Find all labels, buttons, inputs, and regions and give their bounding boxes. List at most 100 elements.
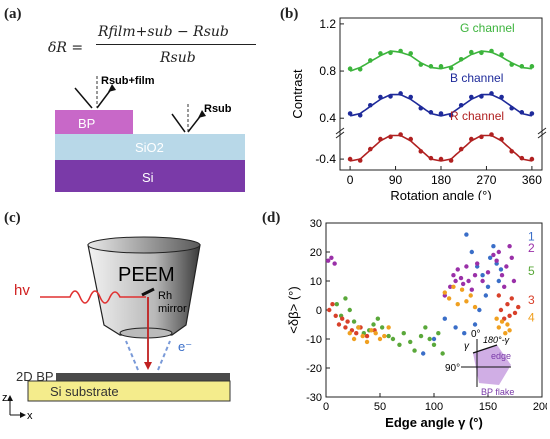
data-point [408, 94, 413, 100]
data-point [462, 331, 467, 336]
sio2-label: SiO2 [135, 140, 164, 155]
hv-label: hv [14, 282, 30, 299]
data-point [496, 293, 501, 298]
data-point [347, 331, 352, 336]
data-point [431, 342, 437, 347]
x-tick-label: 50 [374, 401, 386, 413]
y-tick-label: 0.8 [319, 64, 336, 78]
data-point [334, 302, 339, 307]
z-label: z [2, 392, 8, 404]
series-fit-line [349, 93, 533, 117]
si-label: Si [142, 170, 154, 185]
data-point [448, 65, 454, 71]
data-point [332, 261, 337, 266]
data-point [505, 302, 510, 307]
data-point [386, 325, 391, 330]
data-point [343, 325, 348, 330]
series-fit-line [349, 50, 532, 72]
data-point [327, 307, 332, 313]
electron-label: e⁻ [178, 339, 192, 354]
data-point [446, 296, 452, 301]
data-point [475, 261, 480, 266]
data-point [436, 331, 441, 336]
formula-denominator: Rsub [160, 50, 196, 66]
y-tick-label: -20 [306, 363, 322, 375]
reflect-arrowhead-right [198, 110, 206, 118]
data-point [499, 94, 504, 100]
data-point [368, 146, 373, 152]
data-point [489, 48, 494, 54]
data-point [483, 293, 489, 298]
data-point [509, 149, 514, 154]
data-point [469, 249, 474, 255]
data-point [529, 64, 535, 69]
data-point [487, 255, 493, 260]
data-point [421, 351, 426, 356]
y-tick-label: 0 [316, 305, 322, 317]
axis-break-mark [537, 127, 547, 135]
data-point [507, 313, 512, 318]
data-point [519, 110, 525, 115]
data-point [354, 331, 359, 336]
data-point [398, 132, 403, 137]
data-point [347, 307, 352, 313]
data-point [460, 281, 466, 287]
data-point [325, 258, 331, 263]
x-label: x [27, 410, 33, 422]
data-point [477, 307, 482, 313]
data-point [529, 156, 535, 162]
data-point [357, 66, 363, 72]
panel-label-c: (c) [4, 210, 21, 226]
data-point [453, 278, 458, 284]
peem-top [87, 236, 201, 254]
x-axis-arrowhead [20, 412, 26, 418]
y-tick-label: 10 [310, 276, 322, 288]
bp-film [56, 373, 230, 381]
data-point [373, 331, 378, 336]
data-point [333, 313, 338, 318]
rh-label: Rh [158, 290, 172, 302]
series-label: 4 [528, 311, 535, 325]
panel-label-a: (a) [4, 6, 22, 22]
data-point [496, 249, 501, 255]
data-point [485, 284, 491, 289]
data-point [448, 158, 454, 163]
series-label: 2 [528, 241, 535, 255]
y-axis-label: Contrast [290, 69, 305, 119]
data-point [468, 293, 473, 298]
data-point [388, 94, 393, 99]
series-label: 3 [528, 293, 535, 307]
axis-break-mark [537, 131, 547, 139]
data-point [469, 94, 474, 100]
x-tick-label: 0 [323, 401, 329, 413]
incoming-light-wave [40, 290, 146, 304]
x-tick-label: 100 [425, 401, 443, 413]
si-layer [55, 160, 245, 192]
peem-label: PEEM [118, 264, 175, 286]
data-point [347, 66, 353, 71]
data-point [455, 267, 460, 272]
data-point [386, 333, 391, 339]
data-point [453, 325, 458, 330]
formula: δR = Rfilm+sub − Rsub Rsub [48, 22, 258, 72]
data-point [458, 56, 464, 62]
data-point [347, 111, 353, 116]
data-point [431, 336, 437, 342]
data-point [336, 322, 342, 327]
data-point [440, 351, 445, 356]
data-point [438, 64, 444, 69]
data-point [418, 105, 424, 111]
data-point [398, 91, 403, 96]
data-point [464, 232, 469, 237]
data-point [459, 287, 465, 292]
x-tick-label: 90 [389, 173, 403, 187]
data-point [499, 52, 504, 57]
data-point [368, 102, 373, 108]
data-point [448, 284, 453, 289]
data-point [412, 348, 417, 353]
data-point [408, 136, 413, 142]
data-point [511, 278, 517, 284]
data-point [458, 275, 464, 281]
data-point [485, 270, 491, 275]
data-point [489, 132, 494, 137]
